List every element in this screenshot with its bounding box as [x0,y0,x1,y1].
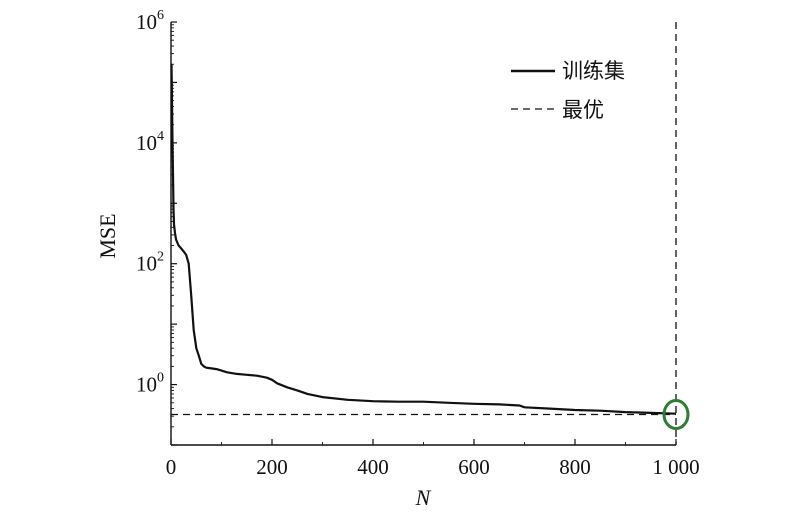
x-tick-label: 200 [256,455,288,479]
y-tick-label: 104 [136,129,164,155]
y-tick-label: 106 [136,8,164,34]
optimal-point-circle-marker [662,398,690,430]
y-ticks: 100 102 104 106 [136,8,177,446]
x-tick-label: 0 [166,455,177,479]
y-tick-label: 100 [136,371,164,397]
legend-label-training: 训练集 [562,59,625,83]
x-axis-label: N [415,485,432,510]
x-tick-label: 1 000 [652,455,699,479]
y-axis-label: MSE [95,213,120,258]
x-tick-label: 600 [458,455,490,479]
legend: 训练集 最优 [511,59,625,122]
plot-area [170,22,690,445]
legend-label-optimal: 最优 [562,98,604,122]
training-set-line [170,64,677,415]
x-tick-label: 800 [559,455,591,479]
y-tick-label: 102 [136,250,164,276]
x-ticks: 0 200 400 600 800 1 000 [166,439,700,479]
x-tick-label: 400 [357,455,389,479]
axes [170,22,676,446]
